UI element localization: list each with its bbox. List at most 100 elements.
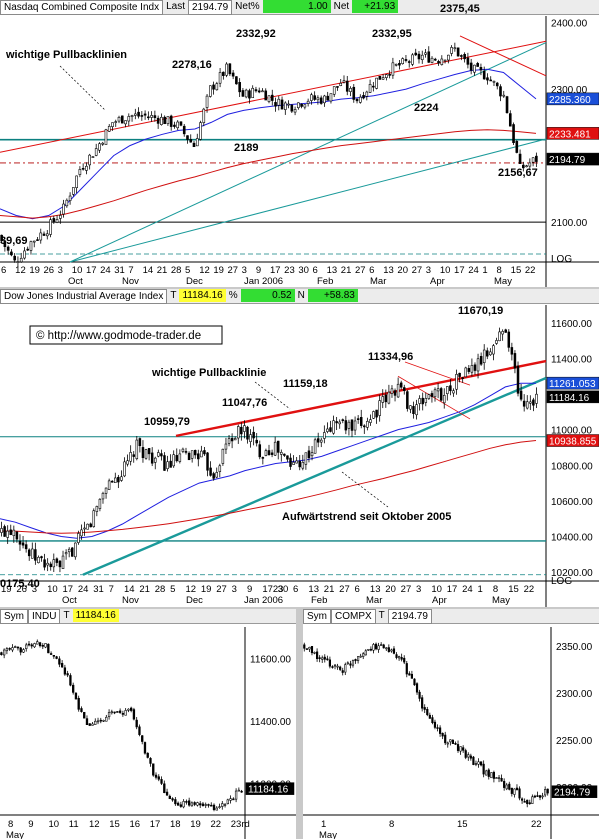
dow-watermark: © http://www.godmode-trader.de: [36, 330, 201, 342]
indu-candle: [160, 779, 163, 784]
dow-chart[interactable]: © http://www.godmode-trader.de wichtige P…: [0, 289, 599, 607]
compx-candle: [341, 670, 344, 673]
nasdaq-candle: [215, 83, 219, 91]
indu-candle: [74, 692, 78, 700]
compx-chart[interactable]: 2350.002300.002250.002200.002194.7918152…: [303, 609, 599, 839]
dow-x-day: 22: [524, 584, 535, 595]
nasdaq-label-2332a: 2332,92: [236, 28, 276, 40]
dow-candle: [237, 426, 240, 439]
dow-pullback-line: [175, 359, 547, 438]
dow-candle: [467, 368, 471, 372]
compx-candle: [485, 770, 488, 776]
dow-candle: [101, 492, 105, 500]
dow-candle: [58, 560, 62, 568]
nasdaq-candle: [176, 121, 180, 129]
dow-candle: [476, 358, 480, 372]
compx-candle: [326, 658, 329, 661]
compx-candle: [454, 743, 457, 745]
dow-x-day: 27: [339, 584, 350, 595]
nasdaq-x-day: 6: [312, 265, 317, 276]
nasdaq-candle: [323, 95, 326, 104]
compx-candle: [339, 666, 342, 670]
dow-box-last: 11184.16: [549, 393, 590, 404]
compx-x-day: 22: [531, 819, 542, 830]
dow-candle: [18, 540, 22, 545]
dow-candle: [283, 453, 286, 456]
compx-candle: [336, 665, 339, 668]
indu-candle: [72, 684, 75, 693]
indu-header: Sym INDU T 11184.16: [0, 609, 296, 624]
indu-candle: [223, 804, 227, 806]
dow-candle: [129, 452, 132, 462]
dow-candle: [95, 506, 99, 512]
dow-x-day: 13: [308, 584, 319, 595]
compx-candle: [408, 673, 411, 676]
nasdaq-candle: [297, 102, 300, 109]
compx-candle: [500, 777, 503, 782]
indu-symbol[interactable]: INDU: [28, 609, 61, 624]
indu-candle: [16, 646, 20, 649]
nasdaq-candle: [495, 82, 499, 87]
dow-candle: [261, 457, 265, 459]
compx-candle: [356, 656, 360, 661]
nasdaq-candle: [306, 100, 310, 104]
dow-candle: [452, 390, 455, 394]
indu-x-day: 18: [170, 819, 181, 830]
dow-candle: [329, 427, 332, 432]
compx-candle: [518, 788, 521, 799]
nasdaq-label-2224: 2224: [414, 102, 439, 114]
nasdaq-candle: [114, 121, 118, 123]
compx-candle: [403, 657, 406, 663]
compx-candle: [462, 747, 465, 751]
nasdaq-symbol[interactable]: Nasdaq Combined Composite Indx: [0, 0, 164, 15]
dow-candle: [132, 454, 135, 457]
nasdaq-candle: [78, 169, 82, 175]
nasdaq-candle: [72, 187, 75, 195]
compx-candle: [423, 707, 426, 710]
indu-chart[interactable]: 11600.0011400.0011200.0011184.1689101112…: [0, 609, 296, 839]
nasdaq-pct-value: 1.00: [262, 0, 331, 13]
nasdaq-candle: [505, 96, 509, 114]
indu-y-tick: 11400.00: [250, 717, 291, 728]
indu-candle: [240, 790, 243, 793]
dow-candle: [442, 395, 446, 404]
indu-candle: [11, 647, 14, 651]
dow-candle: [323, 432, 326, 439]
dow-candle: [276, 440, 280, 453]
dow-candle: [12, 529, 16, 536]
dow-candle: [430, 393, 434, 397]
dow-candle: [486, 350, 489, 357]
dow-x-day: 6: [293, 584, 298, 595]
nasdaq-candle: [261, 90, 264, 93]
dow-candle: [0, 528, 3, 533]
compx-candle: [431, 717, 434, 724]
compx-candle: [472, 756, 475, 765]
indu-y-tick: 11600.00: [250, 654, 291, 665]
indu-candle: [69, 675, 72, 686]
compx-candle: [433, 721, 437, 728]
indu-candle: [47, 643, 50, 654]
nasdaq-candle: [10, 251, 13, 256]
nasdaq-x-day: 6: [1, 265, 6, 276]
nasdaq-x-day: 27: [355, 265, 366, 276]
dow-candle: [123, 461, 126, 477]
dow-candle: [67, 548, 71, 553]
compx-symbol[interactable]: COMPX: [331, 609, 376, 624]
dow-candle: [40, 556, 43, 559]
compx-candle: [354, 659, 357, 662]
nasdaq-candle: [313, 95, 316, 100]
compx-candle: [308, 646, 311, 650]
nasdaq-y-tick: 2400.00: [551, 19, 588, 30]
nasdaq-candle: [179, 121, 183, 126]
indu-candle: [49, 653, 53, 655]
indu-candle: [14, 646, 17, 648]
dow-symbol[interactable]: Dow Jones Industrial Average Index: [0, 289, 168, 304]
dow-candle: [203, 450, 206, 455]
dow-candle: [37, 556, 40, 564]
nasdaq-candle: [88, 154, 91, 166]
nasdaq-box-red: 2233.481: [549, 129, 591, 140]
compx-candle: [436, 727, 439, 729]
nasdaq-candle: [499, 86, 502, 97]
